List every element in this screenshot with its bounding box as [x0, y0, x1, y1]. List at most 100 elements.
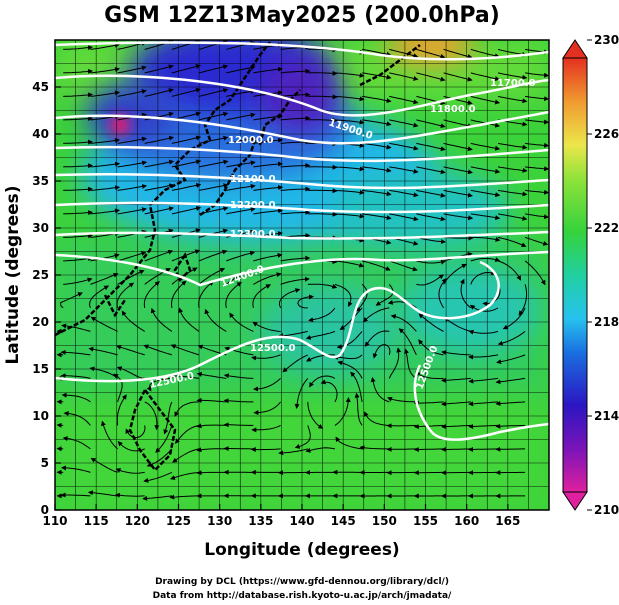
streamline [355, 284, 368, 312]
contour-label: 12300.0 [230, 229, 276, 240]
streamline [404, 348, 417, 379]
streamline [416, 189, 446, 198]
streamline [253, 114, 283, 121]
streamline [389, 166, 419, 174]
streamline [253, 66, 283, 74]
streamline [172, 448, 200, 463]
streamline [63, 277, 93, 285]
streamline [171, 182, 202, 191]
streamline [62, 436, 91, 450]
contour-label: 11700.0 [490, 78, 536, 89]
colorbar-tick-label: 210 [594, 503, 619, 517]
streamline [443, 189, 473, 198]
streamline [224, 346, 254, 356]
streamline [251, 424, 281, 433]
contour-label: 12500.0 [250, 343, 296, 354]
streamline [320, 379, 338, 403]
streamline [113, 373, 123, 403]
streamline [443, 213, 474, 221]
colorbar-bottom-triangle [562, 491, 588, 511]
streamline [306, 354, 335, 362]
streamline [334, 283, 353, 308]
streamline [334, 189, 365, 195]
streamline [125, 425, 146, 438]
streamline [146, 448, 173, 467]
streamline [469, 304, 499, 312]
streamline [117, 89, 147, 97]
streamline [226, 250, 256, 262]
streamline [416, 236, 446, 245]
streamline [117, 184, 148, 191]
x-tick-label: 115 [84, 514, 109, 528]
streamline [278, 288, 301, 309]
streamline [116, 282, 135, 308]
plot-area: 11700.0 11800.0 11900.0 12000.0 12100.0 … [55, 40, 549, 510]
y-tick-label: 0 [41, 503, 49, 517]
streamline [253, 272, 282, 285]
streamline [198, 268, 226, 285]
streamline [150, 307, 173, 332]
y-axis-label: Latitude (degrees) [3, 185, 23, 364]
streamline [441, 377, 471, 383]
streamline [253, 252, 283, 262]
streamline [443, 48, 473, 59]
streamline [90, 161, 121, 168]
streamline [390, 314, 417, 332]
streamline [61, 465, 91, 473]
streamline [116, 344, 145, 356]
y-tick-label: 30 [32, 221, 49, 235]
streamline [143, 471, 173, 483]
streamline [470, 166, 501, 174]
y-tick-label: 35 [32, 174, 49, 188]
streamline [418, 339, 444, 356]
y-tick-label: 45 [32, 80, 49, 94]
streamline [198, 135, 229, 144]
x-axis-label: Longitude (degrees) [204, 540, 399, 560]
streamline [253, 137, 284, 144]
streamline [362, 95, 392, 104]
streamline [525, 72, 549, 78]
streamline [198, 183, 229, 191]
streamline [336, 331, 363, 350]
streamline [196, 371, 227, 379]
streamline [524, 236, 549, 246]
streamline [416, 213, 446, 222]
streamline [333, 354, 363, 360]
streamline [413, 400, 444, 406]
streamline [308, 307, 336, 323]
streamline [524, 260, 546, 286]
streamline [416, 72, 446, 82]
streamline [280, 186, 311, 192]
x-tick-label: 130 [207, 514, 232, 528]
streamline [416, 48, 446, 59]
streamline [171, 135, 202, 144]
streamline [438, 278, 447, 309]
streamline [63, 411, 91, 426]
credit-drawing: Drawing by DCL (https://www.gfd-dennou.o… [155, 577, 449, 587]
streamline [389, 189, 419, 198]
streamline [495, 423, 526, 429]
streamline [470, 72, 500, 82]
y-tick-label: 15 [32, 362, 49, 376]
streamline [60, 492, 91, 498]
streamline [226, 183, 256, 191]
streamline [226, 65, 256, 74]
streamline [416, 166, 446, 175]
streamline [144, 159, 175, 168]
streamline [117, 207, 147, 215]
streamline [198, 159, 229, 168]
streamline [253, 208, 284, 215]
streamline [61, 392, 91, 403]
streamline [63, 186, 93, 192]
streamline [305, 330, 336, 340]
streamline [253, 184, 284, 191]
colorbar-bar [562, 57, 588, 493]
streamline [362, 48, 392, 57]
streamline [443, 72, 473, 82]
streamline [90, 316, 118, 332]
y-tick-label: 5 [41, 456, 49, 470]
streamline [89, 366, 118, 379]
streamline [297, 294, 314, 309]
streamline [117, 65, 147, 74]
